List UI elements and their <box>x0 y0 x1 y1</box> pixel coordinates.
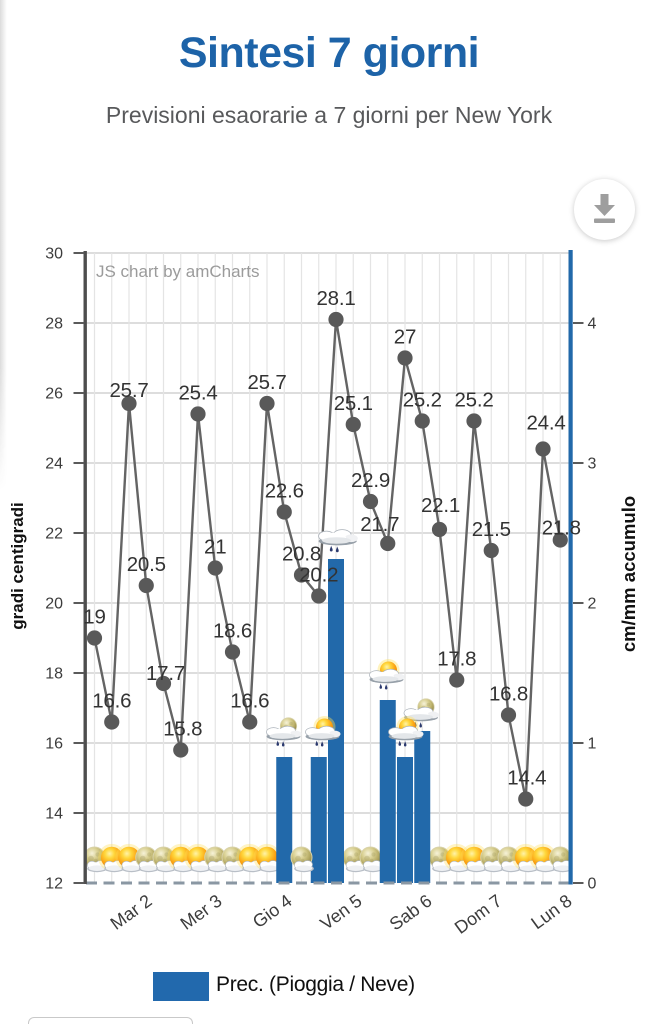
svg-text:4: 4 <box>588 316 597 333</box>
svg-text:3: 3 <box>588 456 597 473</box>
svg-text:22.6: 22.6 <box>265 479 304 502</box>
svg-text:22.1: 22.1 <box>421 494 460 517</box>
svg-text:30: 30 <box>45 246 63 263</box>
svg-text:18.6: 18.6 <box>213 619 252 642</box>
svg-text:16.6: 16.6 <box>92 689 131 712</box>
svg-text:22: 22 <box>45 526 63 543</box>
svg-text:25.2: 25.2 <box>454 388 493 411</box>
svg-text:20.5: 20.5 <box>127 553 166 576</box>
svg-text:1: 1 <box>588 736 597 753</box>
svg-text:21.5: 21.5 <box>472 518 511 541</box>
svg-text:25.4: 25.4 <box>178 381 217 404</box>
svg-text:17.7: 17.7 <box>146 662 185 685</box>
svg-text:22.9: 22.9 <box>351 469 390 492</box>
svg-text:28: 28 <box>45 316 63 333</box>
svg-text:21.8: 21.8 <box>542 516 581 539</box>
svg-text:16: 16 <box>45 736 63 753</box>
svg-text:21: 21 <box>204 535 226 558</box>
svg-text:12: 12 <box>45 876 63 893</box>
svg-text:25.1: 25.1 <box>334 392 373 415</box>
svg-text:24.4: 24.4 <box>526 411 565 434</box>
svg-text:27: 27 <box>394 325 416 348</box>
svg-text:Mar 2: Mar 2 <box>107 891 156 934</box>
svg-text:16.6: 16.6 <box>230 689 269 712</box>
svg-text:JS chart by amCharts: JS chart by amCharts <box>96 262 259 281</box>
svg-text:Sab 6: Sab 6 <box>386 891 436 935</box>
svg-text:Gio 4: Gio 4 <box>249 891 296 932</box>
svg-text:18: 18 <box>45 666 63 683</box>
svg-text:Ven 5: Ven 5 <box>317 891 366 934</box>
svg-text:17.8: 17.8 <box>437 647 476 670</box>
svg-text:25.7: 25.7 <box>247 371 286 394</box>
svg-text:2: 2 <box>588 596 597 613</box>
svg-text:16.8: 16.8 <box>489 682 528 705</box>
svg-text:0: 0 <box>588 876 597 893</box>
svg-text:14.4: 14.4 <box>507 766 546 789</box>
svg-text:cm/mm accumulo: cm/mm accumulo <box>618 496 639 652</box>
svg-text:20.8: 20.8 <box>282 542 321 565</box>
svg-text:24: 24 <box>45 456 63 473</box>
svg-text:25.2: 25.2 <box>403 388 442 411</box>
svg-text:Dom 7: Dom 7 <box>451 891 506 938</box>
svg-text:gradi centigradi: gradi centigradi <box>8 502 27 630</box>
svg-text:Mer 3: Mer 3 <box>177 891 226 934</box>
svg-text:20: 20 <box>45 596 63 613</box>
svg-text:28.1: 28.1 <box>316 287 355 310</box>
svg-text:19: 19 <box>83 605 105 628</box>
svg-text:26: 26 <box>45 386 63 403</box>
svg-text:20.2: 20.2 <box>299 563 338 586</box>
svg-text:15.8: 15.8 <box>163 717 202 740</box>
svg-text:25.7: 25.7 <box>109 379 148 402</box>
svg-text:Lun 8: Lun 8 <box>527 891 575 934</box>
svg-text:14: 14 <box>45 806 63 823</box>
svg-text:21.7: 21.7 <box>360 513 399 536</box>
